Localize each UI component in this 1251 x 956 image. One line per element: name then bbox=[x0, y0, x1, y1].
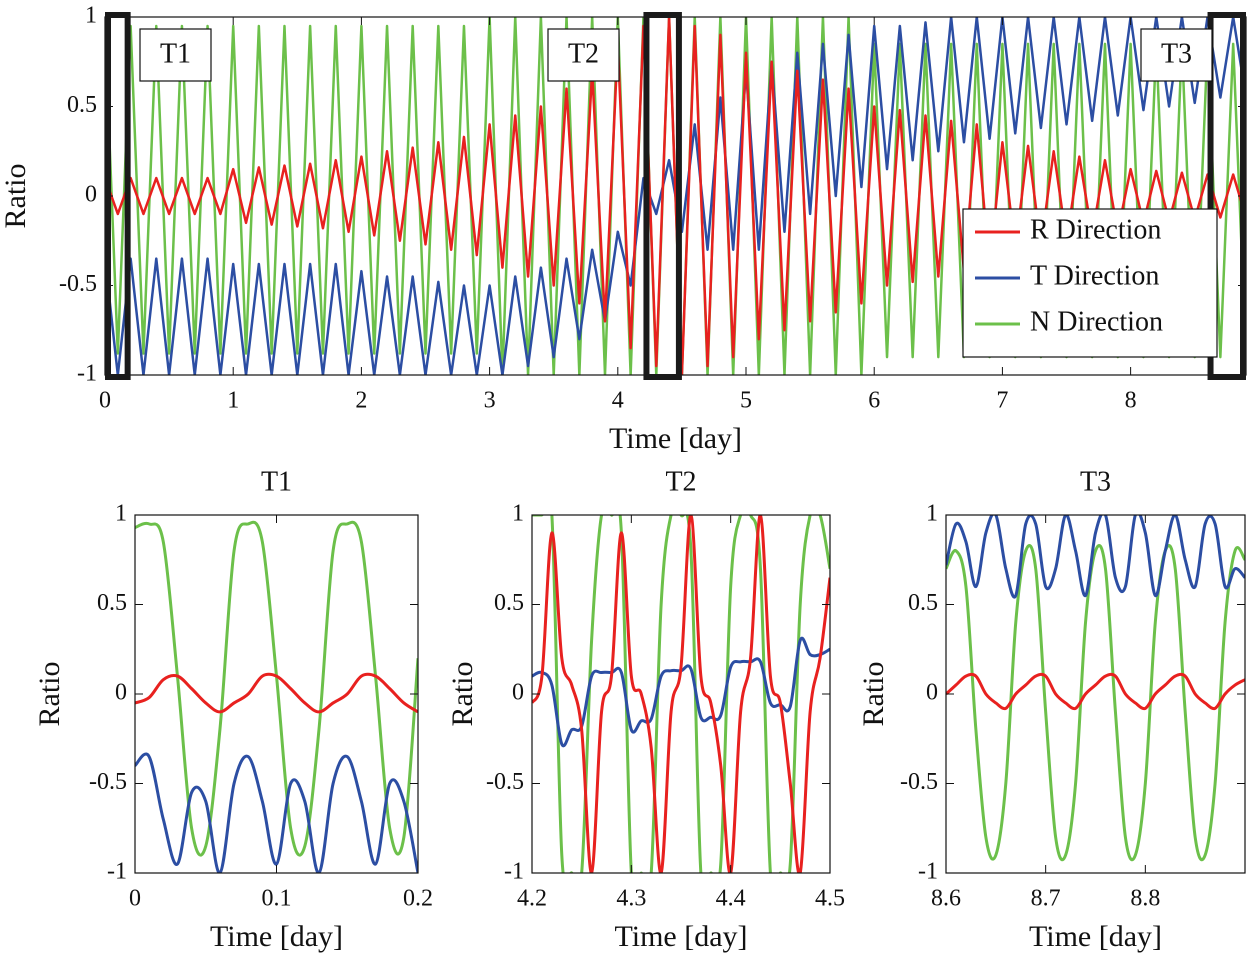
panel-title: T1 bbox=[261, 466, 292, 497]
y-tick-label: -1 bbox=[107, 859, 127, 885]
x-tick-label: 2 bbox=[355, 388, 367, 414]
x-tick-label: 8 bbox=[1125, 388, 1137, 414]
highlight-label: T3 bbox=[1161, 38, 1192, 69]
y-tick-label: -1 bbox=[918, 859, 938, 885]
highlight-label-box bbox=[1140, 28, 1213, 82]
highlight-box bbox=[105, 12, 131, 380]
y-tick-label: 0 bbox=[115, 680, 127, 706]
highlight-label-box bbox=[547, 28, 620, 82]
y-axis-label: Ratio bbox=[33, 662, 66, 727]
series-line bbox=[135, 672, 418, 714]
y-tick-label: 1 bbox=[512, 501, 524, 527]
y-tick-label: -0.5 bbox=[59, 271, 97, 297]
series-line bbox=[105, 17, 1246, 375]
plot-frame bbox=[531, 514, 831, 874]
x-tick-label: 4 bbox=[612, 388, 624, 414]
y-tick-label: 0 bbox=[85, 182, 97, 208]
x-tick-label: 6 bbox=[868, 388, 880, 414]
series-line bbox=[946, 543, 1245, 862]
highlight-label: T1 bbox=[160, 38, 191, 69]
y-tick-label: 1 bbox=[926, 501, 938, 527]
x-tick-label: 8.6 bbox=[931, 886, 961, 912]
y-tick-label: 0.5 bbox=[494, 590, 524, 616]
y-axis-label: Ratio bbox=[0, 164, 32, 229]
highlight-label-box bbox=[139, 28, 212, 82]
y-tick-label: -0.5 bbox=[89, 769, 127, 795]
x-tick-label: 8.7 bbox=[1031, 886, 1061, 912]
plot-lines bbox=[532, 515, 830, 873]
y-axis-label: Ratio bbox=[446, 662, 479, 727]
plot-lines bbox=[105, 17, 1246, 375]
x-tick-label: 4.4 bbox=[716, 886, 746, 912]
x-tick-label: 5 bbox=[740, 388, 752, 414]
y-tick-label: 0.5 bbox=[97, 590, 127, 616]
x-axis-label: Time [day] bbox=[1029, 920, 1162, 953]
panel-title: T2 bbox=[665, 466, 696, 497]
plot-frame bbox=[134, 514, 419, 874]
panel-title: T3 bbox=[1080, 466, 1111, 497]
legend-label: R Direction bbox=[1030, 214, 1161, 245]
plot-frame bbox=[945, 514, 1246, 874]
y-tick-label: -1 bbox=[504, 859, 524, 885]
y-tick-label: 1 bbox=[115, 501, 127, 527]
plot-lines bbox=[946, 515, 1245, 862]
x-tick-label: 0.1 bbox=[262, 886, 292, 912]
series-line bbox=[532, 515, 830, 873]
plot-lines bbox=[135, 520, 418, 873]
y-tick-label: 0.5 bbox=[67, 92, 97, 118]
x-tick-label: 0.2 bbox=[403, 886, 433, 912]
y-axis-label: Ratio bbox=[857, 662, 890, 727]
highlight-label: T2 bbox=[568, 38, 599, 69]
y-tick-label: 1 bbox=[85, 3, 97, 29]
x-tick-label: 3 bbox=[484, 388, 496, 414]
legend-label: T Direction bbox=[1030, 260, 1159, 291]
x-tick-label: 1 bbox=[227, 388, 239, 414]
y-tick-label: 0 bbox=[926, 680, 938, 706]
y-tick-label: 0 bbox=[512, 680, 524, 706]
y-tick-label: 0.5 bbox=[908, 590, 938, 616]
x-tick-label: 7 bbox=[996, 388, 1008, 414]
x-tick-label: 4.3 bbox=[616, 886, 646, 912]
highlight-box bbox=[643, 12, 682, 380]
x-tick-label: 0 bbox=[99, 388, 111, 414]
y-tick-label: -0.5 bbox=[900, 769, 938, 795]
series-line bbox=[135, 520, 418, 857]
x-tick-label: 8.8 bbox=[1130, 886, 1160, 912]
x-axis-label: Time [day] bbox=[614, 920, 747, 953]
series-line bbox=[946, 672, 1245, 711]
legend-box bbox=[962, 208, 1218, 358]
legend-label: N Direction bbox=[1030, 306, 1163, 337]
x-axis-label: Time [day] bbox=[609, 422, 742, 455]
highlight-box bbox=[1207, 12, 1246, 380]
series-line bbox=[532, 515, 830, 873]
x-tick-label: 4.2 bbox=[517, 886, 547, 912]
x-axis-label: Time [day] bbox=[210, 920, 343, 953]
series-line bbox=[135, 752, 418, 873]
y-tick-label: -1 bbox=[77, 361, 97, 387]
x-tick-label: 0 bbox=[129, 886, 141, 912]
x-tick-label: 4.5 bbox=[815, 886, 845, 912]
y-tick-label: -0.5 bbox=[486, 769, 524, 795]
